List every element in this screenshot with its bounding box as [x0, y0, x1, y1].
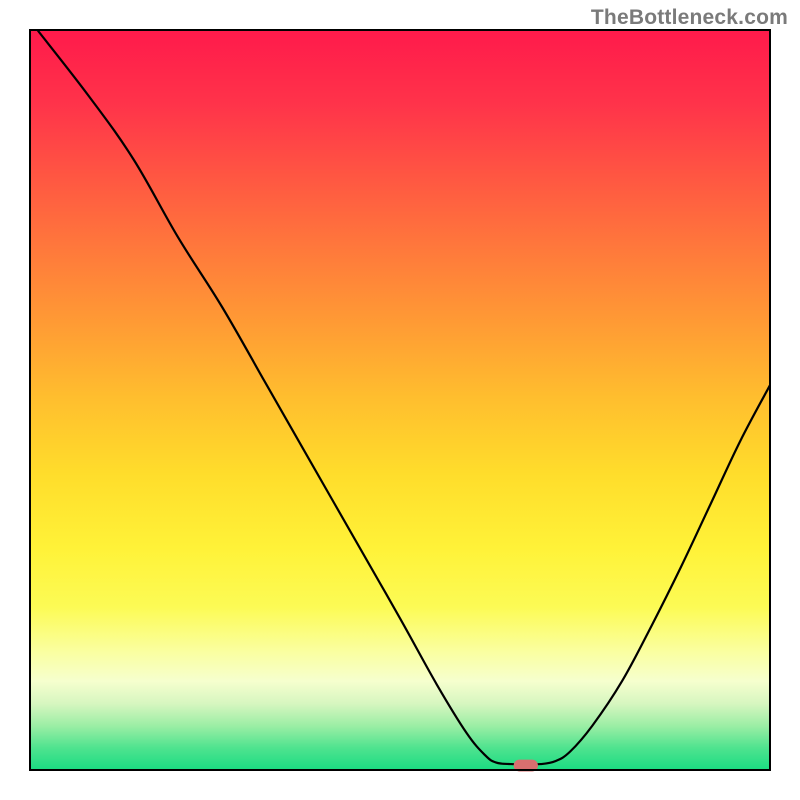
- chart-container: TheBottleneck.com: [0, 0, 800, 800]
- plot-background: [30, 30, 770, 770]
- bottleneck-chart: [0, 0, 800, 800]
- watermark-text: TheBottleneck.com: [591, 6, 788, 30]
